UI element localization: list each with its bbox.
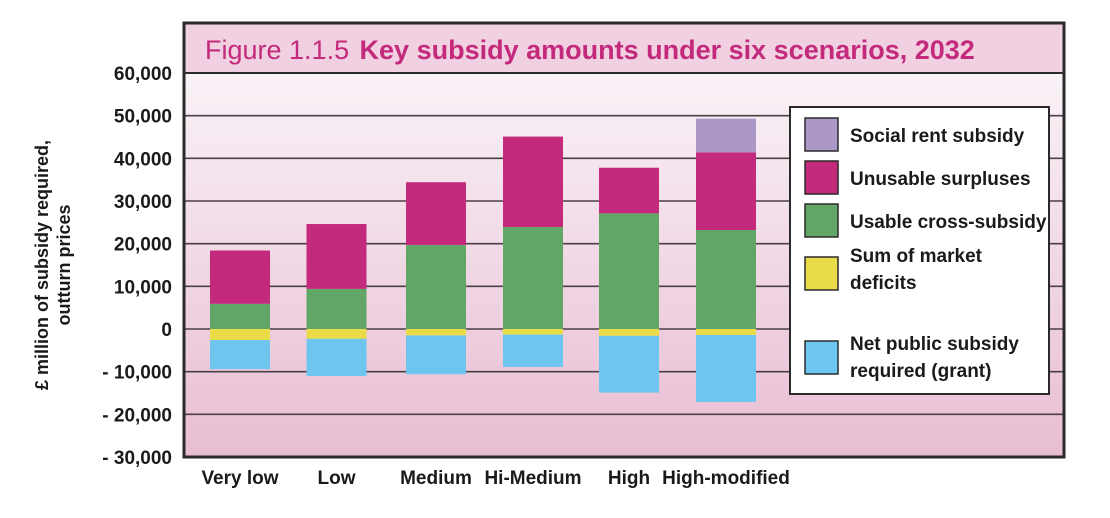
x-tick-label: High-modified <box>662 468 790 489</box>
bar-segment-usable-cross-subsidy <box>599 213 659 329</box>
bar-segment-unusable-surpluses <box>306 224 367 289</box>
bar-segment-sum-of-market-deficits <box>406 329 466 336</box>
y-tick-label: - 20,000 <box>102 405 172 426</box>
title-band <box>184 23 1064 73</box>
x-tick-label: High <box>608 468 650 489</box>
y-tick-label: 50,000 <box>114 107 172 128</box>
chart-title: Figure 1.1.5 Key subsidy amounts under s… <box>205 35 975 65</box>
bar-group-high <box>599 167 659 393</box>
bar-segment-sum-of-market-deficits <box>210 329 270 341</box>
legend-swatch <box>804 160 839 195</box>
bar-segment-net-public-subsidy-required-grant <box>503 334 563 367</box>
y-tick-label: 40,000 <box>114 149 172 170</box>
legend: Social rent subsidy Unusable surpluses Usa… <box>789 106 1050 395</box>
y-tick-label: 0 <box>161 320 172 341</box>
bar-group-high-modified <box>696 118 756 402</box>
legend-label: Sum of market <box>850 246 983 267</box>
y-tick-label: - 10,000 <box>102 363 172 384</box>
bar-segment-sum-of-market-deficits <box>306 329 367 339</box>
bar-group-very-low <box>210 250 270 370</box>
legend-label: Social rent subsidy <box>850 126 1025 147</box>
legend-swatch <box>804 203 839 238</box>
legend-swatch <box>804 117 839 152</box>
bar-segment-usable-cross-subsidy <box>210 303 270 329</box>
x-tick-label: Hi-Medium <box>484 468 581 489</box>
x-tick-label: Low <box>318 468 356 489</box>
bar-segment-sum-of-market-deficits <box>696 329 756 335</box>
bar-segment-sum-of-market-deficits <box>503 329 563 335</box>
y-tick-label: 10,000 <box>114 277 172 298</box>
title-prefix: Figure 1.1.5 <box>205 35 349 65</box>
y-axis-label: £ million of subsidy required, outturn p… <box>32 140 74 390</box>
bar-segment-usable-cross-subsidy <box>503 227 563 329</box>
y-tick-label: 20,000 <box>114 235 172 256</box>
legend-swatch <box>804 340 839 375</box>
bar-segment-sum-of-market-deficits <box>599 329 659 336</box>
title-main: Key subsidy amounts under six scenarios,… <box>360 35 975 65</box>
legend-label: Unusable surpluses <box>850 169 1031 190</box>
bar-segment-social-rent-subsidy <box>696 118 756 153</box>
y-tick-label: 60,000 <box>114 64 172 85</box>
bar-segment-unusable-surpluses <box>599 167 659 214</box>
x-tick-label: Medium <box>400 468 472 489</box>
y-tick-label: - 30,000 <box>102 448 172 469</box>
legend-label: deficits <box>850 273 917 294</box>
bar-segment-usable-cross-subsidy <box>406 244 466 329</box>
bar-segment-usable-cross-subsidy <box>306 288 367 329</box>
x-axis-labels: Very low Low Medium Hi-Medium High High-modif… <box>201 468 789 489</box>
y-axis-label-line-2: outturn prices <box>54 204 74 325</box>
bar-segment-net-public-subsidy-required-grant <box>210 340 270 370</box>
bar-group-medium <box>406 182 466 375</box>
legend-label: Net public subsidy <box>850 334 1019 355</box>
legend-label: Usable cross-subsidy <box>850 212 1047 233</box>
legend-swatch <box>804 256 839 291</box>
chart-frame <box>182 21 1066 459</box>
bar-segment-unusable-surpluses <box>406 182 466 245</box>
bars <box>210 118 756 402</box>
bar-group-low <box>306 224 367 376</box>
y-axis-label-line-1: £ million of subsidy required, <box>32 140 52 390</box>
bar-segment-net-public-subsidy-required-grant <box>696 334 756 402</box>
bar-segment-usable-cross-subsidy <box>696 230 756 329</box>
bar-group-hi-medium <box>503 136 563 367</box>
x-tick-label: Very low <box>201 468 278 489</box>
bar-segment-net-public-subsidy-required-grant <box>406 335 466 375</box>
bar-segment-unusable-surpluses <box>210 250 270 304</box>
bar-segment-net-public-subsidy-required-grant <box>599 335 659 393</box>
bar-segment-unusable-surpluses <box>696 152 756 231</box>
legend-label: required (grant) <box>850 361 991 382</box>
bar-segment-net-public-subsidy-required-grant <box>306 338 367 376</box>
bar-segment-unusable-surpluses <box>503 136 563 228</box>
y-axis-ticks: 60,000 50,000 40,000 30,000 20,000 10,000 0 - 1… <box>102 64 172 469</box>
y-tick-label: 30,000 <box>114 192 172 213</box>
